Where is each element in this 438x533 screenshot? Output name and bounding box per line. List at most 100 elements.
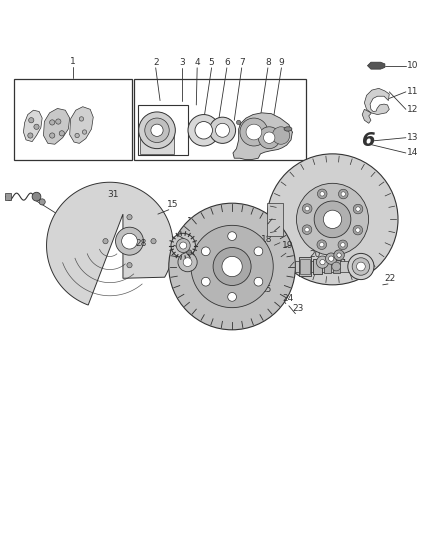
Ellipse shape — [284, 127, 292, 131]
Circle shape — [305, 206, 309, 211]
Circle shape — [28, 133, 33, 138]
Circle shape — [228, 232, 237, 240]
Circle shape — [356, 228, 360, 232]
Circle shape — [328, 256, 334, 261]
Text: 18: 18 — [261, 235, 273, 244]
Circle shape — [79, 117, 84, 121]
Bar — [300, 259, 310, 274]
Circle shape — [122, 233, 138, 249]
Circle shape — [222, 256, 242, 277]
Circle shape — [341, 192, 346, 196]
Circle shape — [127, 215, 132, 220]
Circle shape — [337, 253, 341, 257]
Circle shape — [145, 118, 169, 142]
Circle shape — [353, 225, 363, 235]
Text: 14: 14 — [407, 149, 418, 157]
Text: 11: 11 — [407, 87, 418, 96]
Text: 21: 21 — [336, 259, 348, 268]
Circle shape — [356, 207, 360, 211]
Bar — [141, 133, 173, 154]
Circle shape — [75, 133, 79, 138]
Circle shape — [264, 132, 275, 143]
Bar — [5, 193, 11, 200]
Text: 15: 15 — [167, 200, 179, 209]
Circle shape — [320, 260, 325, 265]
Text: 13: 13 — [407, 133, 418, 142]
Text: 9: 9 — [279, 58, 284, 67]
Circle shape — [317, 240, 327, 249]
Circle shape — [169, 203, 295, 330]
Circle shape — [59, 131, 64, 136]
Text: 24: 24 — [283, 294, 293, 303]
Circle shape — [297, 183, 368, 255]
Circle shape — [228, 293, 237, 301]
Circle shape — [338, 240, 348, 249]
Circle shape — [215, 123, 230, 138]
Bar — [267, 203, 283, 236]
Polygon shape — [70, 107, 93, 143]
Circle shape — [353, 204, 363, 214]
Circle shape — [56, 119, 61, 124]
Bar — [138, 105, 188, 155]
Circle shape — [187, 250, 192, 255]
Bar — [313, 259, 322, 274]
Text: 25: 25 — [261, 285, 272, 294]
Circle shape — [316, 256, 328, 268]
Circle shape — [302, 225, 312, 235]
Circle shape — [178, 253, 197, 272]
Polygon shape — [23, 110, 42, 142]
Circle shape — [341, 243, 345, 247]
Circle shape — [213, 247, 251, 286]
Text: 27: 27 — [189, 249, 201, 258]
Circle shape — [191, 225, 273, 308]
Circle shape — [209, 117, 236, 143]
Circle shape — [314, 201, 351, 238]
Circle shape — [305, 228, 309, 232]
Bar — [324, 260, 331, 273]
Text: 19: 19 — [282, 241, 294, 251]
Polygon shape — [43, 108, 70, 144]
Polygon shape — [364, 88, 389, 115]
Circle shape — [339, 189, 348, 199]
Circle shape — [348, 253, 374, 280]
Circle shape — [188, 115, 219, 146]
Text: 12: 12 — [407, 105, 418, 114]
Text: 6: 6 — [224, 58, 230, 67]
Circle shape — [151, 239, 156, 244]
Circle shape — [320, 192, 325, 196]
Circle shape — [176, 239, 190, 253]
Circle shape — [254, 277, 263, 286]
Circle shape — [49, 120, 55, 125]
Circle shape — [334, 250, 344, 261]
Text: 26: 26 — [191, 262, 203, 271]
Text: 1: 1 — [70, 57, 76, 66]
Circle shape — [323, 210, 342, 229]
Polygon shape — [367, 62, 385, 69]
Text: 17: 17 — [226, 228, 238, 237]
Circle shape — [34, 124, 39, 130]
Text: 8: 8 — [265, 58, 271, 67]
Circle shape — [127, 263, 132, 268]
Text: 20: 20 — [309, 250, 321, 259]
Circle shape — [332, 262, 341, 271]
Circle shape — [139, 112, 175, 149]
Circle shape — [32, 192, 41, 201]
Circle shape — [103, 239, 108, 244]
Bar — [134, 79, 306, 159]
Circle shape — [258, 127, 280, 149]
Circle shape — [302, 204, 312, 213]
Polygon shape — [46, 182, 173, 305]
Circle shape — [352, 258, 370, 275]
Text: 23: 23 — [292, 304, 303, 313]
Bar — [295, 261, 372, 272]
Text: 28: 28 — [136, 239, 147, 248]
Circle shape — [151, 124, 163, 136]
Text: 16: 16 — [187, 217, 198, 227]
Polygon shape — [233, 113, 292, 159]
Circle shape — [246, 124, 262, 140]
Circle shape — [49, 133, 55, 138]
Circle shape — [318, 189, 327, 199]
Text: 2: 2 — [153, 58, 159, 67]
Circle shape — [195, 122, 212, 139]
Text: 4: 4 — [194, 58, 200, 67]
